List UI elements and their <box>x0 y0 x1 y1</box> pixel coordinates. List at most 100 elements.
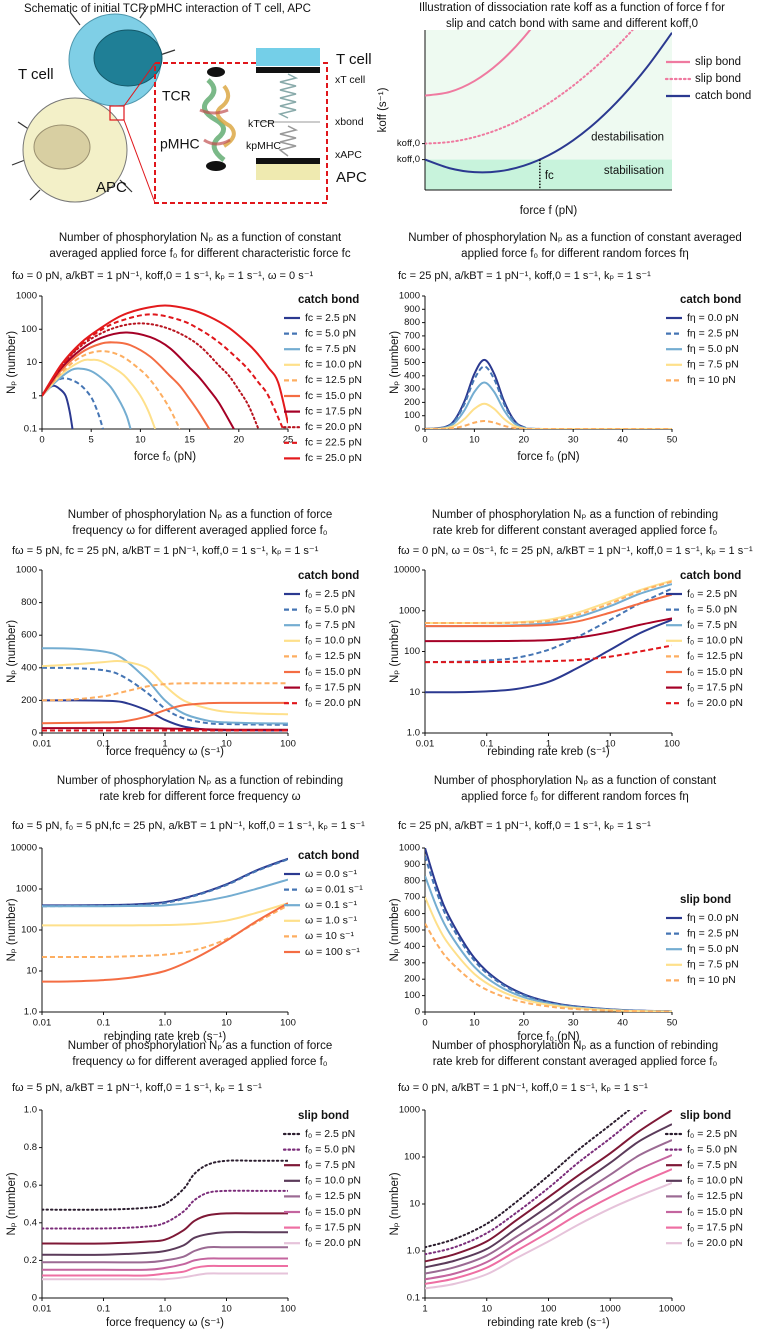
pmhc-anchor <box>206 161 226 171</box>
x-tick-label: 1 <box>546 739 551 750</box>
parameters: fω = 5 pN, a/kBT = 1 pN⁻¹, koff,0 = 1 s⁻… <box>12 1082 262 1094</box>
series-line <box>42 1189 288 1230</box>
schematic: Schematic of initial TCR pMHC interactio… <box>11 3 372 204</box>
legend-title: catch bond <box>298 570 359 582</box>
y-tick-label: 1.0 <box>24 1007 37 1018</box>
chart-title: averaged applied force f₀ for different … <box>49 248 350 260</box>
y-tick-label: 600 <box>404 344 420 355</box>
apc-label: APC <box>96 179 127 196</box>
legend-label: fc = 10.0 pN <box>305 359 362 371</box>
molecule-detail <box>199 108 231 146</box>
y-tick-label: 100 <box>21 925 37 936</box>
y-tick-label: 10 <box>26 966 37 977</box>
chart-title: Number of phosphorylation Nₚ as a functi… <box>408 232 742 244</box>
legend-label: fη = 5.0 pN <box>687 343 739 355</box>
x-axis-label: force frequency ω (s⁻¹) <box>106 1317 224 1329</box>
parameters: fω = 0 pN, a/kBT = 1 pN⁻¹, koff,0 = 1 s⁻… <box>398 1082 648 1094</box>
legend-label: fη = 2.5 pN <box>687 927 739 939</box>
chart-title: rate kreb for different constant average… <box>433 1056 718 1068</box>
series-line <box>425 580 672 625</box>
y-tick-label: 0 <box>32 728 37 739</box>
chart-title: Number of phosphorylation Nₚ as a functi… <box>432 1040 718 1052</box>
pmhc-molecule <box>215 84 236 148</box>
series-line <box>425 1154 672 1281</box>
x-axis-label: force f (pN) <box>520 205 578 217</box>
series-line <box>425 618 672 694</box>
x-tick-label: 10000 <box>659 1304 685 1315</box>
x-tick-label: 50 <box>667 435 678 446</box>
y-tick-label: 0.4 <box>24 1217 37 1228</box>
series-line <box>425 1139 672 1275</box>
legend-label: ω = 0.01 s⁻¹ <box>305 883 363 895</box>
x-tick-label: 40 <box>617 435 628 446</box>
legend-label: fη = 0.0 pN <box>687 312 739 324</box>
y-tick-label: 900 <box>404 859 420 870</box>
y-tick-label: 1000 <box>399 291 420 302</box>
series-line <box>425 896 672 1012</box>
series-line <box>42 1231 288 1256</box>
series-line <box>42 331 235 429</box>
spring-tcr <box>277 73 299 119</box>
series-line <box>42 727 288 731</box>
legend-label: f₀ = 15.0 pN <box>687 1206 743 1218</box>
legend-label: slip bond <box>695 56 741 68</box>
y-tick-label: 0.8 <box>24 1142 37 1153</box>
y-tick-label: 200 <box>21 695 37 706</box>
stabilisation-label: stabilisation <box>604 165 664 177</box>
legend-label: f₀ = 10.0 pN <box>305 635 361 647</box>
x-tick-label: 20 <box>234 435 245 446</box>
pmhc-label: pMHC <box>160 136 200 152</box>
y-tick-label: 0.6 <box>24 1180 37 1191</box>
legend-label: f₀ = 2.5 pN <box>305 588 355 600</box>
series-line <box>42 699 288 732</box>
legend-label: f₀ = 17.5 pN <box>687 681 743 693</box>
y-tick-label: 1000 <box>399 843 420 854</box>
legend-label: fc = 2.5 pN <box>305 312 356 324</box>
y-tick-label: 800 <box>21 597 37 608</box>
x-tick-label: 40 <box>617 1018 628 1029</box>
chart-title: Number of phosphorylation Nₚ as a functi… <box>434 775 717 787</box>
chart-title: rate kreb for different force frequency … <box>99 791 300 803</box>
series-line <box>42 904 288 959</box>
series-line <box>425 1110 672 1263</box>
y-tick-label: 100 <box>404 990 420 1001</box>
series-line <box>425 30 634 145</box>
y-tick-label: 1.0 <box>407 728 420 739</box>
legend-label: fc = 22.5 pN <box>305 437 362 449</box>
chart-title: applied force f₀ for different random fo… <box>461 791 689 803</box>
legend-label: f₀ = 17.5 pN <box>305 681 361 693</box>
tcr-anchor <box>207 67 225 77</box>
y-axis-label: koff (s⁻¹) <box>377 87 389 132</box>
chart-title: Illustration of dissociation rate koff a… <box>419 2 725 14</box>
x-tick-label: 20 <box>519 435 530 446</box>
legend-label: fη = 10 pN <box>687 374 736 386</box>
tcr-label: TCR <box>162 88 191 104</box>
y-tick-label: 1.0 <box>407 1246 420 1257</box>
y-tick-label: 1000 <box>399 1105 420 1116</box>
series-line <box>42 666 288 726</box>
y-tick-label: 400 <box>21 662 37 673</box>
legend-title: slip bond <box>680 894 731 906</box>
chart-title: Number of phosphorylation Nₚ as a functi… <box>68 509 332 521</box>
series-line <box>425 32 672 174</box>
legend-label: f₀ = 5.0 pN <box>305 1143 355 1155</box>
series-line <box>425 30 532 97</box>
y-tick-label: 10000 <box>394 565 420 576</box>
t-cell-nucleus <box>93 29 163 87</box>
series-line <box>42 341 211 429</box>
legend-label: f₀ = 15.0 pN <box>305 666 361 678</box>
legend-label: fη = 10 pN <box>687 974 736 986</box>
x-tick-label: 0 <box>422 435 427 446</box>
detail-box <box>154 62 328 204</box>
legend-label: f₀ = 10.0 pN <box>687 635 743 647</box>
t-cell-label: T cell <box>18 66 54 83</box>
parameters: fω = 0 pN, ω = 0s⁻¹, fc = 25 pN, a/kBT =… <box>398 545 753 557</box>
legend-label: ω = 0.0 s⁻¹ <box>305 868 357 880</box>
legend-label: f₀ = 2.5 pN <box>687 1128 737 1140</box>
x-tick-label: 10 <box>469 1018 480 1029</box>
series-line <box>42 1245 288 1264</box>
y-tick-label: 1000 <box>399 605 420 616</box>
x-tick-label: 10 <box>221 739 232 750</box>
